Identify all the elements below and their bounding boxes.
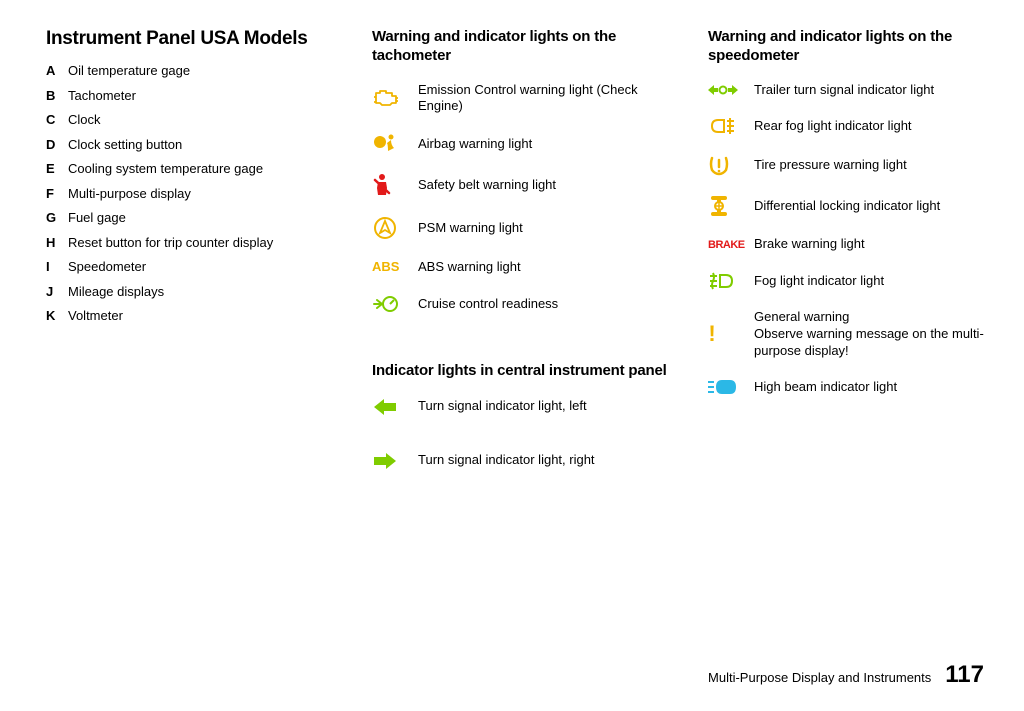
trailer-turn-icon [708,83,754,97]
indicator-label: Airbag warning light [418,136,672,153]
legend-label: Multi-purpose display [68,185,336,203]
legend-label: Oil temperature gage [68,62,336,80]
indicator-label: Safety belt warning light [418,177,672,194]
legend-letter: B [46,87,68,105]
indicator-row: Differential locking indicator light [708,194,984,218]
engine-icon [372,88,418,108]
indicator-label: Turn signal indicator light, left [418,398,672,415]
indicator-row: Safety belt warning light [372,173,672,197]
legend-list: AOil temperature gageBTachometerCClockDC… [46,62,336,325]
indicator-label: High beam indicator light [754,379,984,396]
cruise-icon [372,294,418,314]
page-footer: Multi-Purpose Display and Instruments 11… [708,661,984,689]
legend-row: DClock setting button [46,136,336,154]
legend-letter: F [46,185,68,203]
legend-label: Cooling system temperature gage [68,160,336,178]
tach-list: Emission Control warning light (Check En… [372,82,672,315]
central-section-title: Indicator lights in central instrument p… [372,362,672,381]
page-title: Instrument Panel USA Models [46,28,336,50]
indicator-label: Turn signal indicator light, right [418,452,672,469]
legend-label: Clock setting button [68,136,336,154]
legend-label: Fuel gage [68,209,336,227]
indicator-row: High beam indicator light [708,378,984,396]
central-list: Turn signal indicator light, left Turn si… [372,397,672,471]
abs-icon: ABS [372,259,418,276]
indicator-row: Tire pressure warning light [708,154,984,176]
tach-section-title: Warning and indicator lights on the tach… [372,28,672,66]
speedo-list: Trailer turn signal indicator light Rear … [708,82,984,396]
indicator-label: Rear fog light indicator light [754,118,984,135]
brake-icon: BRAKE [708,238,754,252]
indicator-label: Emission Control warning light (Check En… [418,82,672,116]
legend-letter: A [46,62,68,80]
footer-chapter: Multi-Purpose Display and Instruments [708,670,931,685]
legend-letter: D [46,136,68,154]
legend-row: AOil temperature gage [46,62,336,80]
psm-icon [372,215,418,241]
arrow-left-icon [372,397,418,417]
indicator-row: Emission Control warning light (Check En… [372,82,672,116]
legend-row: ISpeedometer [46,258,336,276]
legend-letter: K [46,307,68,325]
arrow-right-icon [372,451,418,471]
speedometer-column: Warning and indicator lights on the spee… [708,28,984,505]
indicator-label: Brake warning light [754,236,984,253]
legend-label: Voltmeter [68,307,336,325]
indicator-label: Cruise control readiness [418,296,672,313]
legend-label: Tachometer [68,87,336,105]
indicator-label: Trailer turn signal indicator light [754,82,984,99]
indicator-row: Turn signal indicator light, right [372,451,672,471]
rear-fog-icon [708,116,754,136]
legend-row: JMileage displays [46,283,336,301]
indicator-row: PSM warning light [372,215,672,241]
diff-lock-icon [708,194,754,218]
indicator-label: General warning Observe warning message … [754,309,984,360]
legend-label: Clock [68,111,336,129]
legend-row: KVoltmeter [46,307,336,325]
legend-column: Instrument Panel USA Models AOil tempera… [46,28,336,505]
indicator-label: ABS warning light [418,259,672,276]
seatbelt-icon [372,173,418,197]
legend-row: BTachometer [46,87,336,105]
legend-row: ECooling system temperature gage [46,160,336,178]
legend-row: HReset button for trip counter display [46,234,336,252]
indicator-row: Cruise control readiness [372,294,672,314]
legend-row: CClock [46,111,336,129]
fog-icon [708,271,754,291]
legend-letter: G [46,209,68,227]
indicator-label: Differential locking indicator light [754,198,984,215]
tpms-icon [708,154,754,176]
indicator-label: PSM warning light [418,220,672,237]
indicator-row: Rear fog light indicator light [708,116,984,136]
high-beam-icon [708,378,754,396]
airbag-icon [372,133,418,155]
footer-page-number: 117 [945,661,984,689]
indicator-row: Turn signal indicator light, left [372,397,672,417]
legend-letter: I [46,258,68,276]
legend-letter: E [46,160,68,178]
legend-label: Mileage displays [68,283,336,301]
indicator-label: Tire pressure warning light [754,157,984,174]
speedo-section-title: Warning and indicator lights on the spee… [708,28,984,66]
indicator-label: Fog light indicator light [754,273,984,290]
tachometer-column: Warning and indicator lights on the tach… [372,28,672,505]
indicator-row: Fog light indicator light [708,271,984,291]
indicator-row: BRAKEBrake warning light [708,236,984,253]
legend-letter: H [46,234,68,252]
legend-row: GFuel gage [46,209,336,227]
legend-letter: J [46,283,68,301]
indicator-row: Airbag warning light [372,133,672,155]
legend-label: Reset button for trip counter display [68,234,336,252]
indicator-row: ABSABS warning light [372,259,672,276]
indicator-row: Trailer turn signal indicator light [708,82,984,99]
indicator-row: !General warning Observe warning message… [708,309,984,360]
legend-letter: C [46,111,68,129]
warning-excl-icon: ! [708,320,754,349]
legend-label: Speedometer [68,258,336,276]
legend-row: FMulti-purpose display [46,185,336,203]
